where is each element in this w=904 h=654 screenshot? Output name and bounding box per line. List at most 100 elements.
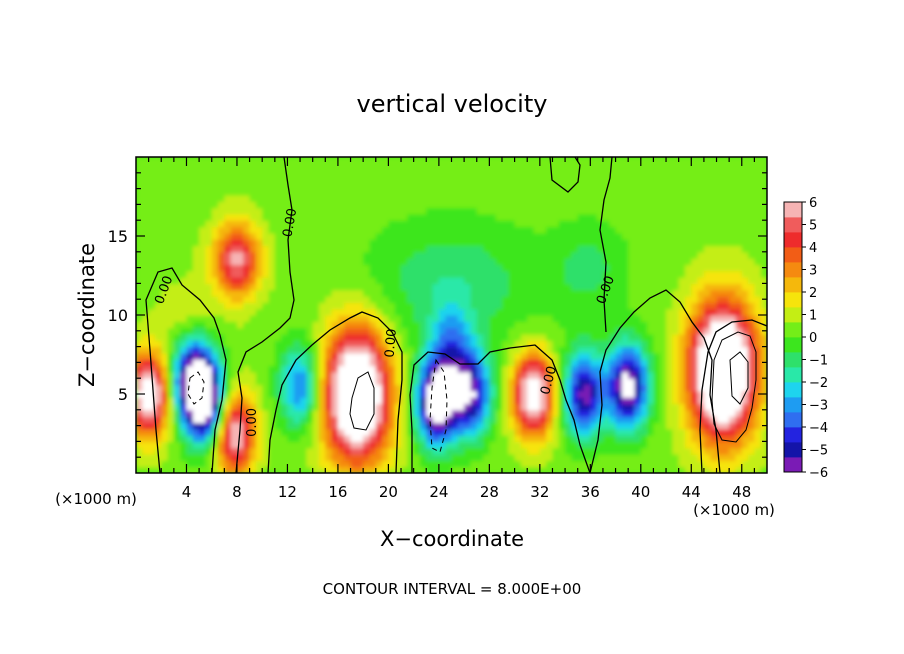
field-cell bbox=[634, 384, 642, 392]
field-cell bbox=[230, 327, 238, 335]
field-cell bbox=[457, 163, 465, 171]
field-cell bbox=[514, 416, 522, 424]
field-cell bbox=[344, 435, 352, 442]
field-cell bbox=[199, 359, 207, 367]
field-cell bbox=[255, 213, 263, 221]
field-cell bbox=[255, 201, 263, 209]
field-cell bbox=[192, 239, 200, 247]
field-cell bbox=[609, 327, 617, 335]
field-cell bbox=[218, 289, 225, 297]
field-cell bbox=[697, 182, 705, 190]
field-cell bbox=[691, 352, 699, 360]
field-cell bbox=[426, 371, 434, 379]
field-cell bbox=[413, 270, 421, 278]
field-cell bbox=[552, 359, 560, 367]
field-cell bbox=[268, 365, 276, 373]
field-cell bbox=[577, 454, 585, 461]
field-cell bbox=[136, 460, 143, 468]
field-cell bbox=[640, 157, 648, 164]
field-cell bbox=[224, 460, 232, 468]
field-cell bbox=[514, 175, 522, 183]
field-cell bbox=[287, 251, 295, 259]
field-cell bbox=[533, 169, 541, 177]
field-cell bbox=[375, 296, 383, 303]
field-cell bbox=[262, 182, 270, 190]
field-cell bbox=[445, 340, 453, 348]
field-cell bbox=[703, 359, 711, 367]
field-cell bbox=[659, 321, 667, 329]
field-cell bbox=[584, 384, 591, 392]
field-cell bbox=[142, 340, 150, 348]
field-cell bbox=[722, 416, 730, 424]
field-cell bbox=[741, 409, 749, 417]
field-cell bbox=[653, 157, 661, 164]
field-cell bbox=[672, 258, 680, 266]
field-cell bbox=[236, 466, 244, 473]
field-cell bbox=[615, 333, 623, 341]
field-cell bbox=[716, 390, 724, 398]
field-cell bbox=[192, 264, 200, 272]
field-cell bbox=[571, 409, 579, 417]
field-cell bbox=[527, 283, 535, 291]
field-cell bbox=[331, 213, 339, 221]
field-cell bbox=[457, 207, 465, 215]
field-cell bbox=[748, 371, 755, 379]
field-cell bbox=[584, 397, 591, 405]
field-cell bbox=[262, 409, 270, 417]
field-cell bbox=[666, 466, 673, 473]
field-cell bbox=[180, 321, 188, 329]
field-cell bbox=[729, 213, 737, 221]
field-cell bbox=[318, 409, 326, 417]
field-cell bbox=[722, 175, 730, 183]
field-cell bbox=[426, 258, 434, 266]
field-cell bbox=[199, 416, 207, 424]
field-cell bbox=[729, 264, 737, 272]
field-cell bbox=[483, 302, 490, 310]
field-cell bbox=[186, 371, 194, 379]
field-cell bbox=[476, 409, 484, 417]
field-cell bbox=[735, 163, 743, 171]
field-cell bbox=[401, 220, 408, 228]
field-cell bbox=[224, 277, 232, 284]
field-cell bbox=[590, 157, 598, 164]
field-cell bbox=[501, 346, 509, 354]
field-cell bbox=[312, 422, 320, 430]
field-cell bbox=[577, 390, 585, 398]
field-cell bbox=[520, 289, 528, 297]
field-cell bbox=[281, 289, 289, 297]
field-cell bbox=[192, 409, 200, 417]
field-cell bbox=[306, 169, 314, 177]
field-cell bbox=[312, 175, 320, 183]
field-cell bbox=[281, 460, 289, 468]
field-cell bbox=[186, 435, 194, 442]
field-cell bbox=[413, 283, 421, 291]
field-cell bbox=[546, 327, 554, 335]
field-cell bbox=[255, 454, 263, 461]
field-cell bbox=[173, 302, 181, 310]
field-cell bbox=[666, 321, 673, 329]
field-cell bbox=[666, 283, 673, 291]
field-cell bbox=[722, 277, 730, 284]
field-cell bbox=[180, 466, 188, 473]
field-cell bbox=[401, 346, 408, 354]
field-cell bbox=[218, 359, 225, 367]
field-cell bbox=[640, 333, 648, 341]
field-cell bbox=[249, 175, 257, 183]
field-cell bbox=[483, 220, 490, 228]
field-cell bbox=[640, 194, 648, 202]
field-cell bbox=[520, 333, 528, 341]
field-cell bbox=[255, 466, 263, 473]
field-cell bbox=[634, 188, 642, 196]
field-cell bbox=[691, 359, 699, 367]
field-cell bbox=[306, 321, 314, 329]
field-cell bbox=[312, 454, 320, 461]
field-cell bbox=[192, 333, 200, 341]
field-cell bbox=[476, 378, 484, 386]
field-cell bbox=[571, 460, 579, 468]
field-cell bbox=[438, 428, 446, 436]
field-cell bbox=[483, 270, 490, 278]
field-cell bbox=[375, 302, 383, 310]
field-cell bbox=[142, 194, 150, 202]
field-cell bbox=[356, 321, 364, 329]
field-cell bbox=[243, 321, 251, 329]
